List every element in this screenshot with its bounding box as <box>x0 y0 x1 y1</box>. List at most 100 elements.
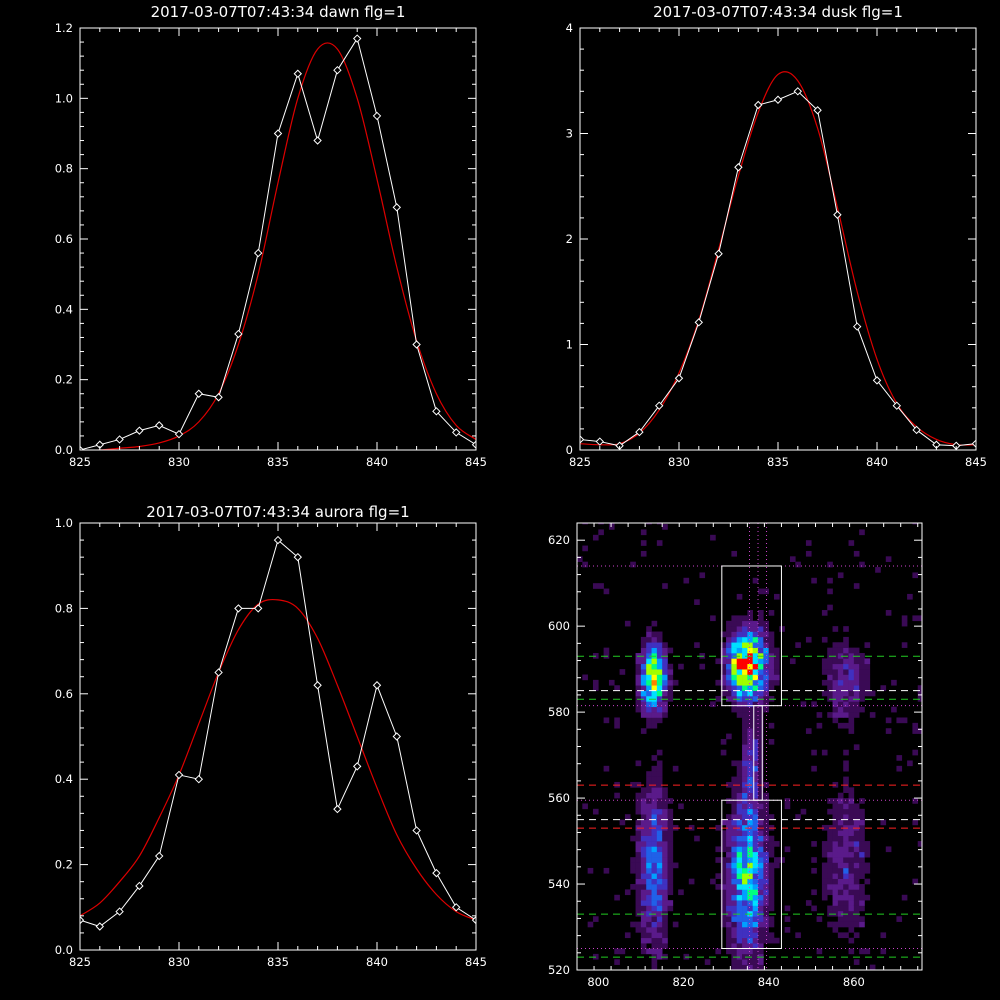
heatmap-cell <box>789 658 796 665</box>
heatmap-cell <box>843 803 849 810</box>
heatmap-cell <box>896 717 903 724</box>
heatmap-cell <box>859 867 865 874</box>
heatmap-cell <box>742 787 748 794</box>
heatmap-cell <box>848 873 855 879</box>
heatmap-cell <box>912 728 919 734</box>
dawn-y-tick-label: 0.2 <box>55 373 73 387</box>
dawn-data-point <box>352 34 362 43</box>
heatmap-cell <box>885 610 892 616</box>
heatmap-cell <box>917 685 922 691</box>
heatmap-cell <box>907 593 913 600</box>
heatmap-cell <box>752 733 759 740</box>
heatmap-cell <box>651 878 658 885</box>
heatmap-cell <box>853 647 860 654</box>
heatmap-cell <box>731 959 738 965</box>
heatmap-cell <box>832 701 839 708</box>
heatmap-cell <box>726 669 732 675</box>
heatmap-cell <box>752 884 759 890</box>
heatmap-cell <box>843 765 849 772</box>
heatmap-cell <box>720 685 727 691</box>
heatmap-cell <box>720 669 727 675</box>
heatmap-cell <box>742 964 748 970</box>
heatmap-cell <box>736 712 743 718</box>
heatmap-cell <box>630 921 636 928</box>
heatmap-cell <box>667 878 674 885</box>
heatmap-cell <box>747 937 753 944</box>
heatmap-cell <box>742 631 748 638</box>
heatmap-cell <box>667 835 674 842</box>
heatmap-cell <box>656 760 663 767</box>
heatmap-cell <box>859 905 865 912</box>
heatmap-cell <box>864 658 871 665</box>
heatmap-cell <box>656 717 663 724</box>
heatmap-cell <box>763 781 769 788</box>
dawn-data-point <box>471 440 476 449</box>
heatmap-cell <box>848 948 855 955</box>
heatmap-cell <box>758 765 764 772</box>
heatmap-cell <box>742 663 748 670</box>
heatmap-cell <box>646 873 652 879</box>
heatmap-cell <box>667 695 674 702</box>
heatmap-cell <box>640 932 647 939</box>
heatmap-cell <box>651 835 658 842</box>
heatmap-cell <box>726 846 732 853</box>
heatmap-cell <box>864 663 871 670</box>
heatmap-cell <box>837 722 844 729</box>
heatmap-cell <box>656 948 663 955</box>
heatmap-cell <box>656 631 663 638</box>
heatmap-cell <box>726 867 732 874</box>
heatmap-cell <box>864 867 871 874</box>
heatmap-cell <box>853 884 860 890</box>
heatmap-cell <box>704 959 711 965</box>
heatmap-cell <box>848 867 855 874</box>
heatmap-cell <box>853 878 860 885</box>
heatmap-cell <box>859 679 865 686</box>
heatmap-cell <box>864 851 871 858</box>
heatmap-cell <box>821 824 828 831</box>
heatmap-cell <box>656 889 663 896</box>
heatmap-cell <box>912 819 919 826</box>
heatmap-cell <box>656 749 663 756</box>
heatmap-cell <box>827 577 833 584</box>
heatmap-cell <box>731 615 738 622</box>
heatmap-cell <box>662 706 668 713</box>
heatmap-cell <box>758 760 764 767</box>
heatmap-cell <box>651 841 658 847</box>
heatmap-cell <box>731 943 738 949</box>
heatmap-cell <box>651 894 658 901</box>
heatmap-cell <box>731 706 738 713</box>
heatmap-cell <box>742 674 748 681</box>
heatmap-cell <box>651 959 658 965</box>
heatmap-cell <box>731 808 738 815</box>
heatmap-cell <box>832 808 839 815</box>
aurora-y-tick-label: 0.0 <box>55 943 73 957</box>
heatmap-cell <box>864 642 871 648</box>
heatmap-cell <box>758 755 764 761</box>
heatmap-cell <box>758 862 764 869</box>
heatmap-cell <box>736 803 743 810</box>
heatmap-cell <box>848 862 855 869</box>
heatmap-cell <box>651 830 658 836</box>
heatmap-cell <box>731 905 738 912</box>
heatmap-cell <box>837 900 844 906</box>
heatmap-cell <box>758 717 764 724</box>
heatmap-cell <box>742 685 748 691</box>
heatmap-cell <box>646 857 652 863</box>
heatmap-cell <box>656 642 663 648</box>
heatmap-cell <box>827 846 833 853</box>
dawn-data-point <box>154 421 164 430</box>
heatmap-cell <box>859 658 865 665</box>
heatmap-cell <box>827 867 833 874</box>
heatmap-cell <box>758 610 764 616</box>
heatmap-cell <box>667 824 674 831</box>
heatmap-cell <box>848 679 855 686</box>
heatmap-cell <box>843 658 849 665</box>
heatmap-cell <box>768 862 775 869</box>
heatmap-cell <box>752 781 759 788</box>
heatmap-cell <box>752 701 759 708</box>
heatmap-cell <box>646 819 652 826</box>
heatmap-cell <box>832 685 839 691</box>
heatmap-cell <box>656 803 663 810</box>
heatmap-cell <box>742 851 748 858</box>
heatmap-cell <box>742 819 748 826</box>
